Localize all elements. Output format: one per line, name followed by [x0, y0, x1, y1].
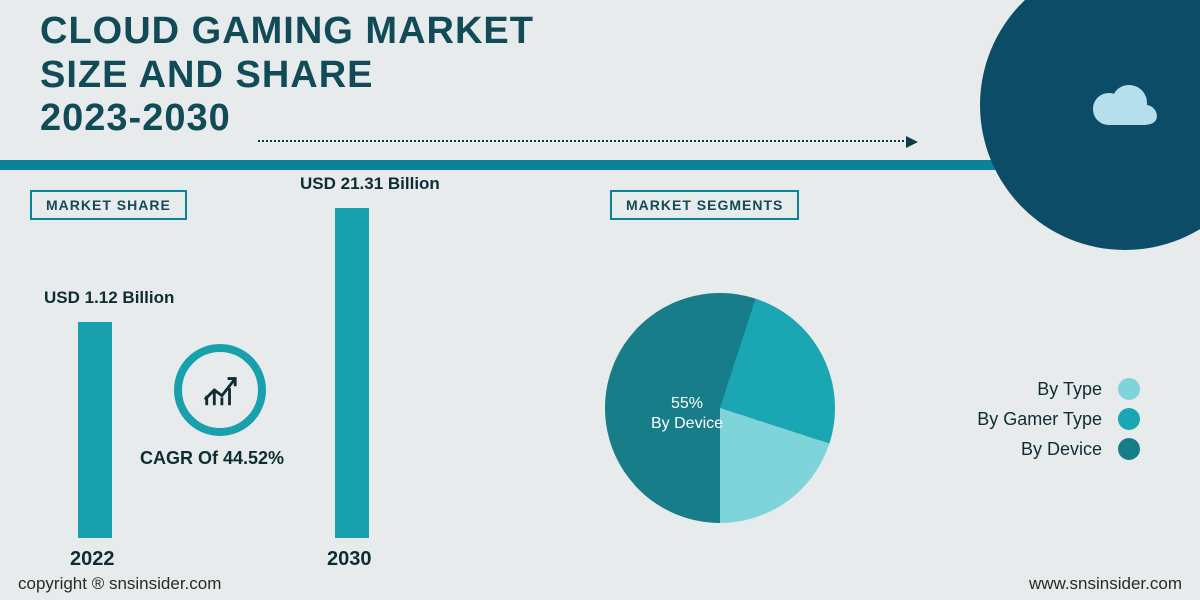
title-line-1: CLOUD GAMING MARKET	[40, 10, 534, 54]
legend-dot	[1118, 378, 1140, 400]
legend-item: By Type	[977, 378, 1140, 400]
bar-year-label-2022: 2022	[70, 548, 115, 571]
bar-2022	[78, 322, 112, 538]
legend-label: By Gamer Type	[977, 409, 1102, 430]
legend-dot	[1118, 438, 1140, 460]
growth-chart-icon	[201, 371, 239, 409]
footer-copyright: copyright ® snsinsider.com	[18, 574, 221, 594]
legend-item: By Gamer Type	[977, 408, 1140, 430]
legend-label: By Type	[1037, 379, 1102, 400]
pie-callout-pct: 55%	[651, 394, 723, 414]
page-title: CLOUD GAMING MARKET SIZE AND SHARE 2023-…	[40, 10, 534, 141]
title-line-3: 2023-2030	[40, 97, 534, 141]
market-share-badge: MARKET SHARE	[30, 190, 187, 220]
pie-callout-sub: By Device	[651, 414, 723, 434]
legend: By Type By Gamer Type By Device	[977, 370, 1140, 468]
bar-2030	[335, 208, 369, 538]
footer-url: www.snsinsider.com	[1029, 574, 1182, 594]
legend-label: By Device	[1021, 439, 1102, 460]
dotted-arrow	[258, 140, 908, 142]
pie-callout: 55% By Device	[651, 394, 723, 434]
bar-year-label-2030: 2030	[327, 548, 372, 571]
cloud-icon	[1093, 73, 1157, 137]
bar-value-label-2022: USD 1.12 Billion	[44, 288, 174, 308]
cagr-label: CAGR Of 44.52%	[140, 448, 284, 469]
title-line-2: SIZE AND SHARE	[40, 54, 534, 98]
cagr-ring	[174, 344, 266, 436]
legend-item: By Device	[977, 438, 1140, 460]
bar-value-label-2030: USD 21.31 Billion	[300, 174, 440, 194]
legend-dot	[1118, 408, 1140, 430]
hero-image-circle	[980, 0, 1200, 250]
market-segments-badge: MARKET SEGMENTS	[610, 190, 799, 220]
